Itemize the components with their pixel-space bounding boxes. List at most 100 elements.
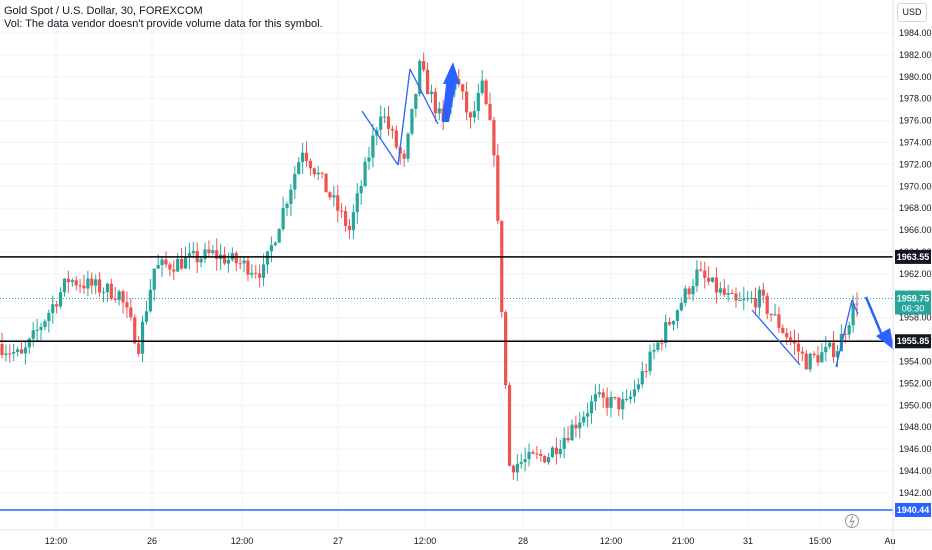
candle-body xyxy=(504,312,508,386)
candle-body xyxy=(390,128,395,131)
x-tick-label: 26 xyxy=(147,536,157,546)
trend-drawings[interactable] xyxy=(361,62,894,368)
candle-body xyxy=(281,208,285,230)
y-tick-label: 1954.00 xyxy=(899,357,932,367)
candle-body xyxy=(640,371,644,385)
candle-body xyxy=(476,93,480,112)
candle-body xyxy=(269,245,273,252)
trend-line-4[interactable] xyxy=(751,309,801,366)
candle-body xyxy=(777,314,781,328)
candle-body xyxy=(125,302,129,308)
candle-body xyxy=(531,451,535,454)
candle-body xyxy=(250,272,254,275)
trend-line-1[interactable] xyxy=(361,110,399,166)
candle-body xyxy=(176,258,180,272)
candle-body xyxy=(156,265,160,269)
candle-body xyxy=(699,269,703,271)
candle-body xyxy=(336,195,340,211)
candle-body xyxy=(246,260,250,275)
candle-body xyxy=(265,251,270,265)
trend-line-5[interactable] xyxy=(835,299,853,368)
candle-body xyxy=(242,260,246,264)
candle-body xyxy=(628,396,633,399)
candle-body xyxy=(164,259,168,265)
candle-body xyxy=(765,295,769,314)
candle-body xyxy=(258,273,262,278)
trend-line-6[interactable] xyxy=(851,299,859,315)
candle-body xyxy=(738,300,742,302)
trend-line-2[interactable] xyxy=(397,68,411,166)
down-arrow-head[interactable] xyxy=(876,328,894,350)
candle-body xyxy=(0,343,4,355)
candle-body xyxy=(66,278,70,283)
candle-body xyxy=(386,116,391,129)
candle-body xyxy=(707,277,711,282)
candle-body xyxy=(78,285,82,287)
candle-body xyxy=(371,135,375,158)
y-tick-label: 1950.00 xyxy=(899,400,932,410)
candle-body xyxy=(238,263,242,265)
candle-body xyxy=(718,288,722,293)
candle-body xyxy=(601,392,605,398)
candle-body xyxy=(183,257,188,269)
candle-body xyxy=(94,279,98,286)
candle-body xyxy=(644,371,648,373)
candle-body xyxy=(496,155,500,221)
candle-body xyxy=(710,277,715,282)
candle-body xyxy=(589,401,594,414)
candle-body xyxy=(625,398,629,400)
candle-body xyxy=(562,438,566,449)
y-tick-label: 1976.00 xyxy=(899,116,932,126)
candle-body xyxy=(308,160,313,169)
time-axis[interactable]: 12:00 26 12:00 27 12:00 28 12:00 21:00 31 15:00 Au xyxy=(45,536,896,546)
candle-body xyxy=(351,212,355,231)
candle-body xyxy=(855,303,859,305)
candle-body xyxy=(140,321,145,354)
candle-body xyxy=(515,463,519,473)
candle-body xyxy=(695,269,699,287)
candle-body xyxy=(785,332,789,338)
lightning-icon[interactable] xyxy=(845,514,859,528)
candle-body xyxy=(226,259,231,264)
x-tick-label: 28 xyxy=(518,536,528,546)
x-tick-label: 27 xyxy=(333,536,343,546)
candle-body xyxy=(324,173,328,193)
candle-body xyxy=(47,313,51,322)
candle-body xyxy=(340,210,344,212)
y-tick-label: 1948.00 xyxy=(899,422,932,432)
candle-body xyxy=(820,352,824,363)
y-tick-label: 1984.00 xyxy=(899,28,932,38)
trend-line-3[interactable] xyxy=(409,68,439,125)
candle-body xyxy=(550,447,555,458)
candle-body xyxy=(418,61,422,94)
candle-body xyxy=(285,203,289,209)
y-tick-label: 1972.00 xyxy=(899,159,932,169)
horizontal-levels[interactable] xyxy=(0,256,893,511)
candle-body xyxy=(277,229,281,243)
candle-body xyxy=(656,342,660,350)
y-tick-label: 1944.00 xyxy=(899,466,932,476)
up-arrow-drawing[interactable] xyxy=(442,62,460,122)
down-arrow-shaft[interactable] xyxy=(864,296,886,341)
candle-body xyxy=(831,342,836,358)
candle-body xyxy=(55,304,59,307)
candle-body xyxy=(109,283,113,299)
candle-body xyxy=(320,172,324,174)
x-tick-label: 12:00 xyxy=(600,536,623,546)
candle-body xyxy=(293,174,297,190)
level-tag-label: 1963.55 xyxy=(897,252,930,262)
candle-body xyxy=(379,116,383,130)
candle-body xyxy=(472,111,476,118)
currency-button[interactable]: USD xyxy=(897,3,927,22)
candle-body xyxy=(730,292,734,294)
candle-body xyxy=(796,343,801,352)
x-tick-label: 31 xyxy=(743,536,753,546)
candles xyxy=(0,52,859,482)
candle-body xyxy=(464,91,469,113)
candle-body xyxy=(297,162,301,175)
candle-body xyxy=(234,253,238,264)
y-tick-label: 1966.00 xyxy=(899,225,932,235)
